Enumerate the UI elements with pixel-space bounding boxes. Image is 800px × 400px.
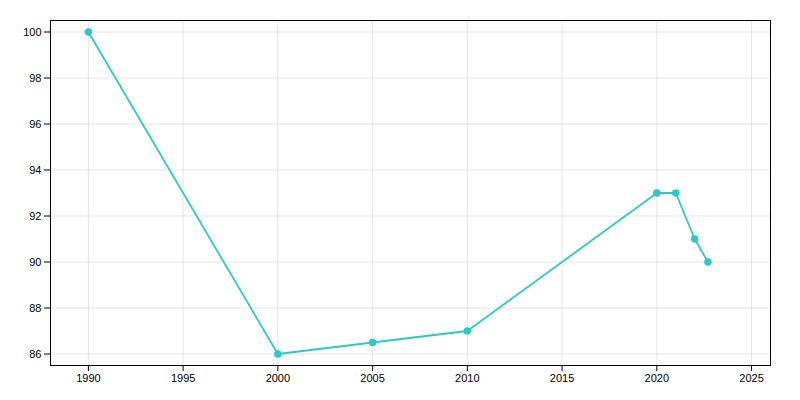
svg-text:2025: 2025 bbox=[739, 372, 763, 384]
svg-text:2015: 2015 bbox=[550, 372, 574, 384]
svg-text:86: 86 bbox=[29, 348, 41, 360]
svg-text:92: 92 bbox=[29, 210, 41, 222]
svg-text:94: 94 bbox=[29, 164, 41, 176]
svg-text:1995: 1995 bbox=[171, 372, 195, 384]
svg-text:96: 96 bbox=[29, 118, 41, 130]
svg-text:2010: 2010 bbox=[455, 372, 479, 384]
svg-text:1990: 1990 bbox=[76, 372, 100, 384]
svg-text:2000: 2000 bbox=[266, 372, 290, 384]
svg-text:90: 90 bbox=[29, 256, 41, 268]
svg-text:2005: 2005 bbox=[360, 372, 384, 384]
svg-text:2020: 2020 bbox=[645, 372, 669, 384]
svg-text:98: 98 bbox=[29, 72, 41, 84]
svg-text:88: 88 bbox=[29, 302, 41, 314]
svg-text:100: 100 bbox=[23, 26, 41, 38]
